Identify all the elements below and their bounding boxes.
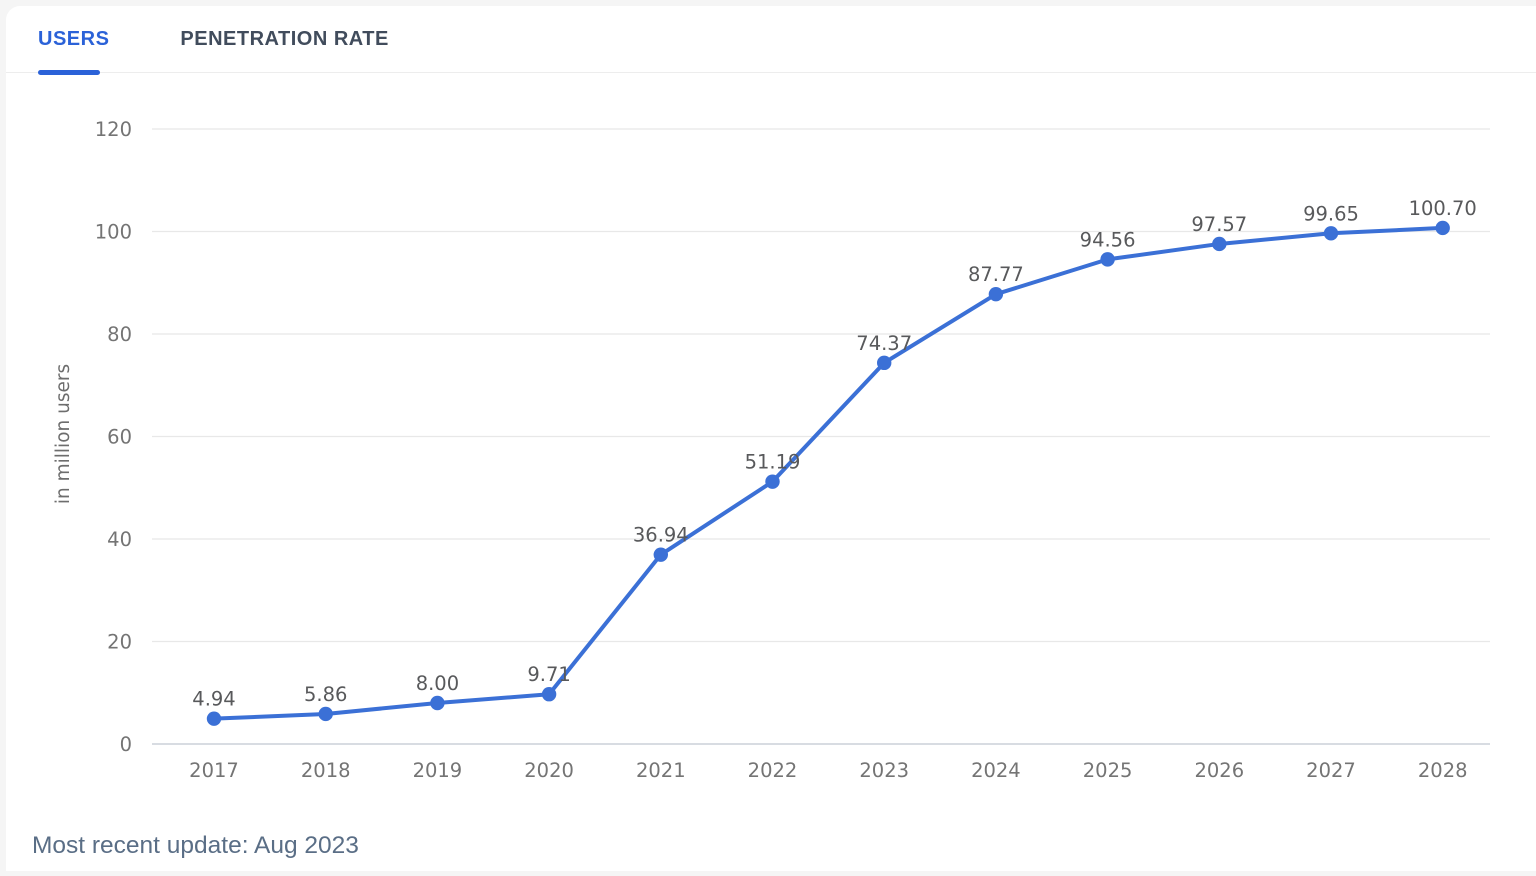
x-tick-label: 2022	[748, 759, 798, 782]
y-tick-label: 120	[95, 118, 132, 141]
data-point[interactable]	[1100, 252, 1115, 267]
data-point[interactable]	[988, 286, 1004, 302]
active-tab-underline	[38, 70, 100, 75]
chart-card: USERS PENETRATION RATE 0 20 40 60 80 100 120 in…	[6, 6, 1536, 871]
tab-penetration-rate[interactable]: PENETRATION RATE	[180, 6, 388, 72]
x-tick-label: 2019	[413, 759, 463, 782]
y-tick-label: 60	[107, 426, 132, 449]
data-point[interactable]	[653, 547, 668, 562]
data-point[interactable]	[541, 687, 557, 702]
y-tick-label: 80	[107, 323, 132, 346]
gridlines	[152, 128, 1490, 745]
x-tick-label: 2027	[1306, 759, 1356, 782]
y-tick-labels: 0 20 40 60 80 100 120	[95, 118, 132, 756]
data-point[interactable]	[1435, 220, 1450, 236]
data-point-label: 51.19	[745, 451, 801, 474]
x-tick-label: 2028	[1418, 759, 1468, 782]
x-tick-label: 2018	[301, 759, 351, 782]
y-axis-title: in million users	[53, 364, 74, 504]
data-point-label: 87.77	[968, 263, 1024, 286]
data-point-label: 5.86	[304, 683, 347, 706]
tab-users[interactable]: USERS	[38, 6, 109, 72]
x-tick-label: 2023	[859, 759, 909, 782]
x-tick-label: 2026	[1194, 759, 1244, 782]
y-tick-label: 100	[95, 221, 132, 244]
last-update-note: Most recent update: Aug 2023	[32, 832, 359, 859]
x-tick-label: 2024	[971, 759, 1021, 782]
data-point-label: 97.57	[1191, 213, 1247, 236]
x-tick-label: 2021	[636, 759, 686, 782]
data-point-label: 9.71	[527, 663, 570, 686]
x-tick-label: 2025	[1083, 759, 1133, 782]
data-points	[206, 220, 1450, 726]
data-point[interactable]	[318, 706, 333, 722]
x-tick-label: 2017	[189, 759, 239, 782]
data-point[interactable]	[1323, 226, 1339, 241]
x-tick-labels: 2017 2018 2019 2020 2021 2022 2023 2024 2025 2026…	[189, 759, 1467, 782]
data-point[interactable]	[765, 474, 780, 489]
data-point-label: 99.65	[1303, 202, 1359, 225]
data-point[interactable]	[206, 711, 222, 726]
y-tick-label: 40	[107, 528, 132, 551]
tab-bar: USERS PENETRATION RATE	[6, 6, 1536, 75]
y-tick-label: 0	[120, 733, 132, 756]
users-series-line	[212, 225, 1445, 721]
data-point-label: 94.56	[1080, 228, 1136, 251]
data-point[interactable]	[877, 355, 892, 371]
data-point-label: 100.70	[1409, 197, 1477, 220]
data-point-label: 36.94	[633, 524, 689, 547]
data-point-labels: 4.94 5.86 8.00 9.71 36.94 51.19 74.37 87.77 94.5…	[192, 197, 1477, 711]
data-point-label: 8.00	[416, 672, 459, 695]
data-point-label: 74.37	[856, 332, 912, 355]
line-chart: 0 20 40 60 80 100 120 in million users 2017 2018 2…	[6, 73, 1536, 871]
data-point-label: 4.94	[192, 688, 235, 711]
data-point[interactable]	[430, 695, 445, 711]
data-point[interactable]	[1212, 236, 1227, 252]
y-tick-label: 20	[107, 631, 132, 654]
x-tick-label: 2020	[524, 759, 574, 782]
